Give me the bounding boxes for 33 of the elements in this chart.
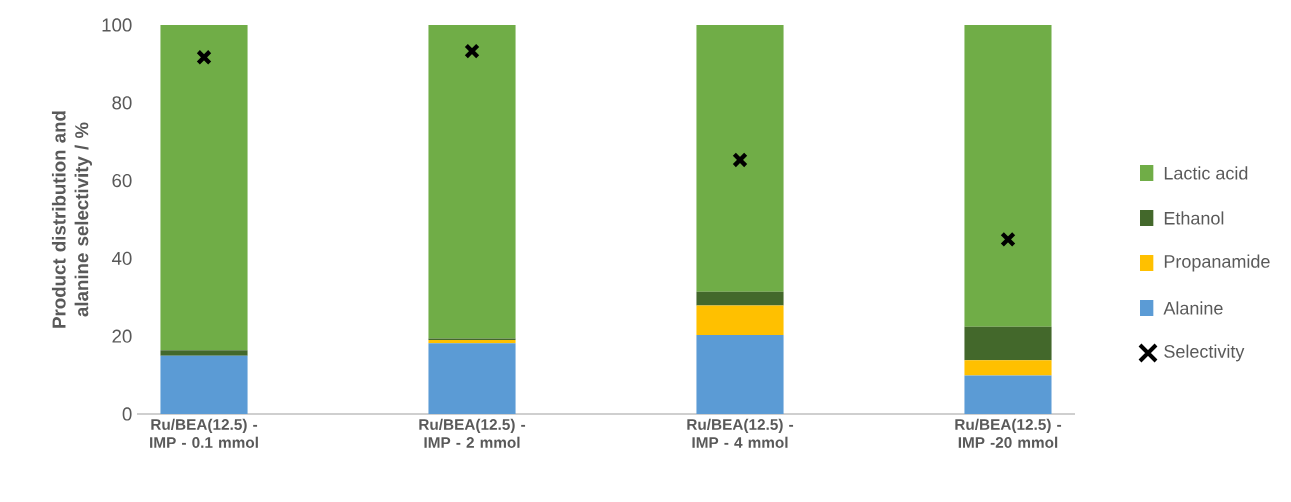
point — [1000, 231, 1016, 248]
legend-label: Lactic acid — [1164, 166, 1248, 180]
point — [464, 43, 480, 59]
legend-label: Propanamide — [1164, 254, 1270, 272]
x-tick-label: Ru/BEA(12.5) - IMP - 2 mmol — [419, 418, 526, 448]
legend-label: Alanine — [1163, 301, 1223, 315]
bar — [964, 326, 1052, 361]
bar — [696, 24, 784, 292]
bar — [160, 350, 248, 356]
y-tick-label: 0 — [122, 407, 132, 421]
y-tick-label: 40 — [111, 251, 132, 265]
bar — [160, 355, 248, 414]
bar — [696, 335, 784, 414]
y-tick-label: 20 — [112, 329, 132, 343]
y-tick-label: 60 — [112, 173, 132, 188]
x-tick-label: Ru/BEA(12.5) - IMP - 4 mmol — [687, 418, 794, 448]
x-tick-label: Ru/BEA(12.5) - IMP - 0.1 mmol — [150, 418, 258, 448]
y-tick-label: 80 — [112, 96, 132, 110]
bar — [964, 24, 1052, 327]
bar — [964, 375, 1052, 414]
x-tick-label: Ru/BEA(12.5) - IMP -20 mmol — [955, 418, 1062, 448]
bar — [696, 291, 784, 306]
legend-label: Selectivity — [1164, 344, 1245, 362]
y-tick-label: 100 — [102, 18, 132, 32]
point — [732, 152, 748, 168]
point — [196, 49, 212, 66]
bar — [160, 24, 248, 351]
bar — [964, 360, 1052, 376]
bar — [428, 343, 516, 414]
bar — [696, 305, 784, 336]
y-axis-title: Product distribution and alanine selectivity / % — [51, 111, 92, 328]
bar — [428, 24, 516, 339]
legend-label: Ethanol — [1164, 211, 1224, 225]
